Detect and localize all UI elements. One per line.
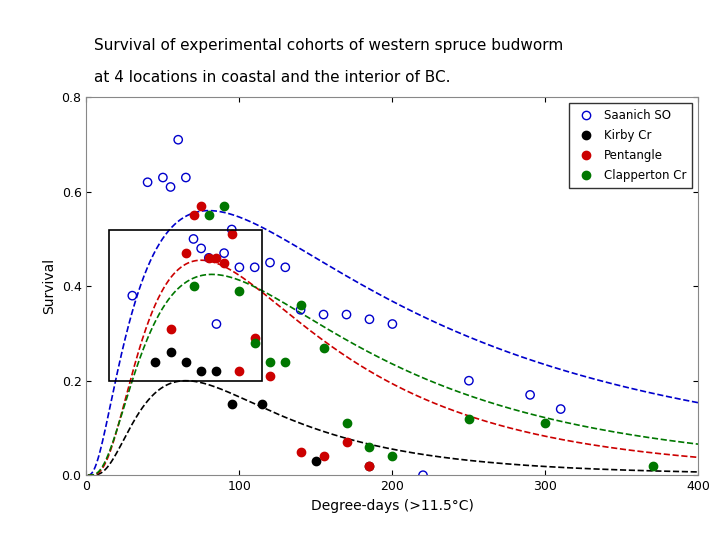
Saanich SO (418, 471, 429, 480)
Text: Survival of experimental cohorts of western spruce budworm: Survival of experimental cohorts of west… (94, 38, 563, 53)
Kirby Cr (226, 400, 238, 409)
Pentangle (195, 201, 207, 210)
Kirby Cr (310, 457, 322, 465)
Clapperton Cr (647, 461, 658, 470)
Kirby Cr (364, 461, 375, 470)
X-axis label: Degree-days (>11.5°C): Degree-days (>11.5°C) (311, 498, 474, 512)
Text: at 4 locations in coastal and the interior of BC.: at 4 locations in coastal and the interi… (94, 70, 450, 85)
Clapperton Cr (233, 287, 245, 295)
Kirby Cr (150, 357, 161, 366)
Saanich SO (364, 315, 375, 323)
Legend: Saanich SO, Kirby Cr, Pentangle, Clapperton Cr: Saanich SO, Kirby Cr, Pentangle, Clapper… (569, 103, 693, 188)
Clapperton Cr (463, 414, 474, 423)
Pentangle (295, 447, 307, 456)
Pentangle (203, 254, 215, 262)
Clapperton Cr (295, 301, 307, 309)
Pentangle (249, 334, 261, 342)
Kirby Cr (211, 367, 222, 376)
Saanich SO (142, 178, 153, 187)
Clapperton Cr (540, 419, 552, 428)
Saanich SO (173, 136, 184, 144)
Saanich SO (318, 310, 329, 319)
Pentangle (233, 367, 245, 376)
Clapperton Cr (249, 339, 261, 347)
Saanich SO (195, 244, 207, 253)
Pentangle (218, 258, 230, 267)
Saanich SO (157, 173, 168, 182)
Saanich SO (203, 254, 215, 262)
Pentangle (165, 325, 176, 333)
Saanich SO (127, 292, 138, 300)
Pentangle (318, 452, 329, 461)
Saanich SO (249, 263, 261, 272)
Kirby Cr (180, 357, 192, 366)
Clapperton Cr (264, 357, 276, 366)
Saanich SO (387, 320, 398, 328)
Y-axis label: Survival: Survival (42, 258, 56, 314)
Saanich SO (233, 263, 245, 272)
Kirby Cr (195, 367, 207, 376)
Pentangle (364, 461, 375, 470)
Saanich SO (463, 376, 474, 385)
Saanich SO (524, 390, 536, 399)
Saanich SO (188, 235, 199, 244)
Saanich SO (218, 249, 230, 258)
Kirby Cr (256, 400, 268, 409)
Kirby Cr (165, 348, 176, 357)
Clapperton Cr (203, 211, 215, 220)
Saanich SO (295, 306, 307, 314)
Saanich SO (180, 173, 192, 182)
Bar (109, 230, 262, 381)
Saanich SO (555, 405, 567, 414)
Pentangle (211, 254, 222, 262)
Pentangle (188, 211, 199, 220)
Clapperton Cr (341, 419, 352, 428)
Pentangle (264, 372, 276, 380)
Clapperton Cr (218, 201, 230, 210)
Clapperton Cr (387, 452, 398, 461)
Saanich SO (279, 263, 291, 272)
Pentangle (226, 230, 238, 239)
Saanich SO (226, 225, 238, 234)
Saanich SO (264, 258, 276, 267)
Saanich SO (165, 183, 176, 191)
Saanich SO (211, 320, 222, 328)
Clapperton Cr (318, 343, 329, 352)
Pentangle (180, 249, 192, 258)
Clapperton Cr (188, 282, 199, 291)
Pentangle (341, 438, 352, 447)
Saanich SO (341, 310, 352, 319)
Clapperton Cr (364, 443, 375, 451)
Clapperton Cr (279, 357, 291, 366)
